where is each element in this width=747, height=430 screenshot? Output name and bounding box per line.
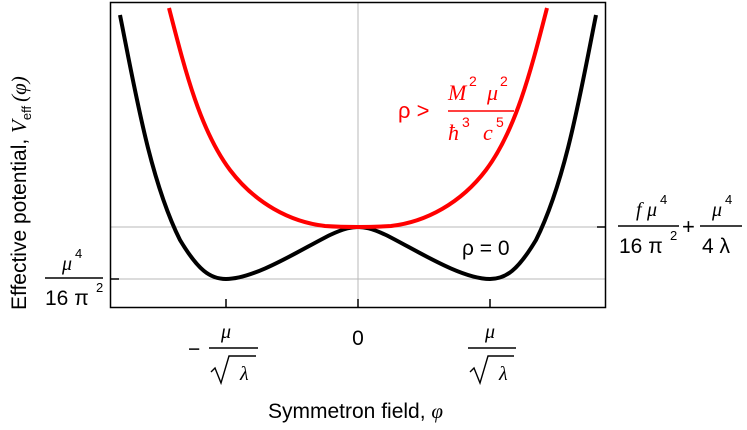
svg-text:ħ: ħ [448, 120, 459, 145]
svg-text:μ: μ [646, 199, 657, 221]
svg-text:+: + [682, 214, 695, 239]
annotation-rho-high: ρ > M 2 μ 2 ħ 3 c 5 [398, 73, 514, 145]
svg-text:ρ >: ρ > [398, 98, 429, 123]
svg-text:3: 3 [462, 114, 470, 130]
xtick-label-minus: − μ λ [188, 321, 258, 386]
y-axis-label: Effective potential, Veff(φ) [7, 76, 34, 310]
svg-text:4 λ: 4 λ [702, 235, 731, 258]
curve-rho-high [167, 7, 549, 229]
svg-text:−: − [188, 338, 200, 361]
ytick-label-high: f μ 4 16 π 2 + μ 4 4 λ [618, 192, 742, 258]
ytick-label-low: μ 4 16 π 2 [45, 246, 103, 310]
svg-text:4: 4 [725, 192, 732, 207]
xtick-label-plus: μ λ [468, 321, 516, 386]
svg-text:μ: μ [61, 253, 72, 275]
svg-text:2: 2 [96, 280, 103, 295]
svg-text:2: 2 [670, 228, 677, 243]
svg-text:M: M [447, 80, 468, 105]
svg-text:16 π: 16 π [45, 287, 89, 310]
svg-text:μ: μ [484, 321, 495, 343]
svg-text:f: f [636, 199, 644, 221]
svg-text:4: 4 [75, 246, 82, 261]
xtick-label-zero: 0 [352, 327, 364, 350]
plot-frame [109, 1, 607, 309]
svg-text:μ: μ [486, 80, 498, 105]
svg-text:16 π: 16 π [619, 235, 663, 258]
svg-text:4: 4 [660, 192, 667, 207]
svg-text:5: 5 [496, 114, 504, 130]
annotation-rho-zero: ρ = 0 [462, 237, 510, 260]
svg-text:λ: λ [239, 363, 249, 385]
svg-text:μ: μ [220, 321, 231, 343]
svg-text:λ: λ [498, 363, 508, 385]
x-axis-label: Symmetron field, φ [268, 399, 443, 423]
svg-text:μ: μ [711, 199, 722, 221]
svg-text:c: c [483, 120, 493, 145]
svg-text:2: 2 [500, 73, 508, 89]
svg-text:2: 2 [469, 73, 477, 89]
